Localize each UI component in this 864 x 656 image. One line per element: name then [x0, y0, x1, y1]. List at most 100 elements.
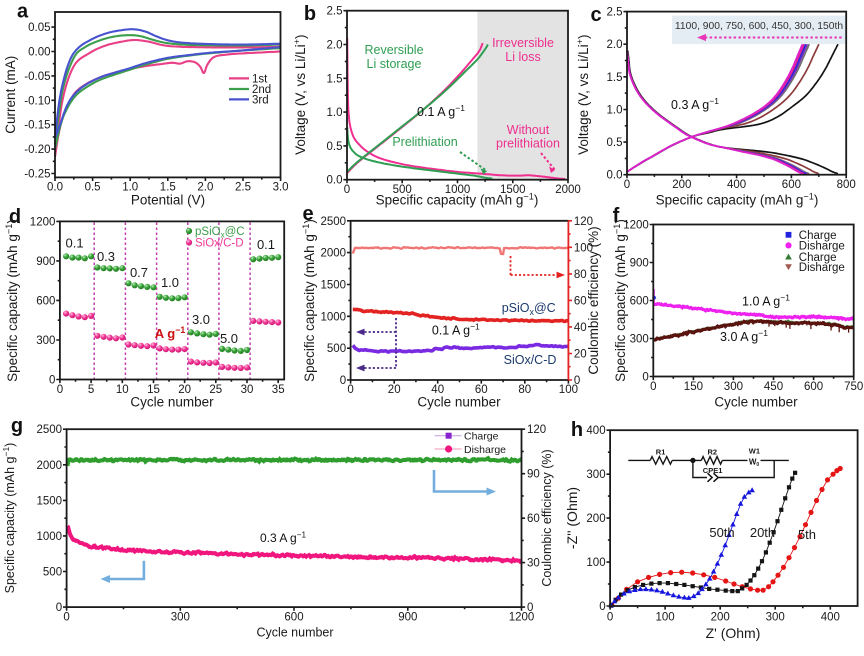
- svg-text:800: 800: [837, 179, 856, 191]
- svg-text:3rd: 3rd: [252, 94, 269, 106]
- svg-text:0.5: 0.5: [85, 182, 101, 194]
- svg-text:Cycle number: Cycle number: [417, 395, 501, 410]
- svg-text:d: d: [9, 206, 21, 228]
- svg-text:15: 15: [147, 384, 160, 396]
- svg-text:1000: 1000: [321, 311, 347, 323]
- svg-text:300: 300: [630, 334, 649, 346]
- svg-text:Charge: Charge: [799, 252, 837, 264]
- svg-text:1.0: 1.0: [607, 105, 623, 117]
- svg-text:120: 120: [527, 424, 546, 436]
- svg-text:500: 500: [393, 184, 412, 196]
- svg-text:20: 20: [574, 349, 587, 361]
- svg-text:h: h: [571, 419, 583, 441]
- svg-text:2.5: 2.5: [235, 182, 251, 194]
- svg-text:2nd: 2nd: [252, 84, 271, 96]
- svg-text:200: 200: [586, 513, 605, 525]
- svg-text:20: 20: [178, 384, 191, 396]
- svg-text:Voltage (V, vs Li/Li+): Voltage (V, vs Li/Li+): [292, 34, 308, 154]
- svg-text:80: 80: [574, 269, 587, 281]
- svg-text:750: 750: [844, 381, 863, 393]
- svg-text:1200: 1200: [509, 612, 535, 624]
- svg-text:600: 600: [630, 296, 649, 308]
- svg-text:0: 0: [642, 372, 648, 384]
- svg-text:2500: 2500: [321, 216, 347, 228]
- svg-text:1200: 1200: [30, 216, 56, 228]
- svg-text:SiOx/C-D: SiOx/C-D: [195, 238, 244, 250]
- svg-text:W1: W1: [749, 447, 760, 456]
- svg-text:0: 0: [57, 384, 63, 396]
- svg-text:-0.20: -0.20: [24, 144, 50, 156]
- svg-text:2.5: 2.5: [607, 7, 623, 19]
- svg-text:100: 100: [559, 384, 578, 396]
- svg-text:1500: 1500: [321, 280, 347, 292]
- svg-text:Cycle number: Cycle number: [714, 395, 798, 410]
- svg-text:-0.25: -0.25: [24, 169, 50, 181]
- svg-text:2.5: 2.5: [327, 6, 343, 18]
- svg-text:c: c: [590, 4, 601, 26]
- svg-text:1.0: 1.0: [122, 182, 138, 194]
- svg-text:0: 0: [56, 602, 62, 614]
- svg-text:Reversible: Reversible: [364, 43, 423, 57]
- svg-text:2000: 2000: [321, 248, 347, 260]
- svg-text:Specific capacity (mAh g−1): Specific capacity (mAh g−1): [612, 219, 628, 382]
- svg-text:0: 0: [340, 375, 346, 387]
- svg-text:Specific capacity (mAh g−1): Specific capacity (mAh g−1): [4, 219, 20, 382]
- svg-text:W0: W0: [749, 458, 760, 469]
- svg-text:Voltage (V, vs Li/Li+): Voltage (V, vs Li/Li+): [575, 34, 591, 154]
- svg-text:Specific capacity (mAh g−1): Specific capacity (mAh g−1): [376, 191, 539, 207]
- svg-text:SiOx/C-D: SiOx/C-D: [504, 353, 557, 367]
- svg-text:0.3: 0.3: [97, 249, 115, 264]
- svg-text:1.0: 1.0: [327, 107, 343, 119]
- svg-text:900: 900: [398, 612, 417, 624]
- svg-text:30: 30: [527, 558, 540, 570]
- svg-text:1st: 1st: [252, 73, 268, 85]
- svg-text:Disharge: Disharge: [464, 444, 506, 456]
- svg-text:450: 450: [764, 381, 783, 393]
- svg-text:1500: 1500: [37, 495, 63, 507]
- svg-text:0: 0: [49, 375, 55, 387]
- svg-text:pSiOx@C: pSiOx@C: [502, 301, 556, 317]
- svg-text:20th: 20th: [750, 525, 775, 540]
- svg-text:g: g: [11, 415, 23, 437]
- svg-text:400: 400: [821, 612, 840, 624]
- svg-text:600: 600: [804, 381, 823, 393]
- svg-text:a: a: [17, 1, 29, 23]
- svg-text:0.3 A g−1: 0.3 A g−1: [671, 96, 719, 112]
- svg-text:200: 200: [672, 179, 691, 191]
- svg-text:900: 900: [36, 256, 55, 268]
- svg-text:pSiOx@C: pSiOx@C: [195, 226, 245, 240]
- svg-text:Disharge: Disharge: [799, 240, 845, 252]
- svg-text:Charge: Charge: [464, 431, 499, 443]
- svg-text:0.3 A g−1: 0.3 A g−1: [260, 530, 306, 545]
- svg-text:5: 5: [88, 384, 94, 396]
- svg-text:300: 300: [766, 612, 785, 624]
- svg-text:0: 0: [607, 612, 613, 624]
- svg-text:0: 0: [63, 612, 69, 624]
- svg-text:b: b: [304, 3, 316, 25]
- svg-text:20: 20: [388, 384, 401, 396]
- svg-text:Disharge: Disharge: [799, 262, 845, 274]
- svg-text:40: 40: [574, 322, 587, 334]
- svg-text:100: 100: [586, 557, 605, 569]
- svg-text:0: 0: [624, 179, 630, 191]
- svg-text:1100, 900, 750, 600, 450, 300,: 1100, 900, 750, 600, 450, 300, 150th: [675, 21, 843, 32]
- svg-text:60: 60: [475, 384, 488, 396]
- svg-text:200: 200: [711, 612, 730, 624]
- svg-text:0: 0: [650, 381, 656, 393]
- svg-text:1000: 1000: [445, 184, 471, 196]
- svg-text:0.1 A g−1: 0.1 A g−1: [432, 322, 480, 338]
- svg-text:5.0: 5.0: [220, 331, 238, 346]
- svg-text:Current (mA): Current (mA): [3, 56, 18, 134]
- svg-text:Specific capacity (mAh g−1): Specific capacity (mAh g−1): [656, 191, 819, 207]
- svg-text:30: 30: [241, 384, 254, 396]
- svg-text:Li loss: Li loss: [505, 50, 540, 64]
- svg-text:Li storage: Li storage: [367, 57, 422, 71]
- svg-text:Coulombic efficiency (%): Coulombic efficiency (%): [540, 449, 554, 586]
- svg-text:40: 40: [431, 384, 444, 396]
- svg-text:f: f: [613, 205, 620, 227]
- svg-text:Without: Without: [507, 123, 550, 137]
- svg-text:1.5: 1.5: [327, 73, 343, 85]
- svg-text:0.05: 0.05: [28, 22, 50, 34]
- svg-text:1000: 1000: [37, 531, 63, 543]
- svg-text:0: 0: [344, 184, 350, 196]
